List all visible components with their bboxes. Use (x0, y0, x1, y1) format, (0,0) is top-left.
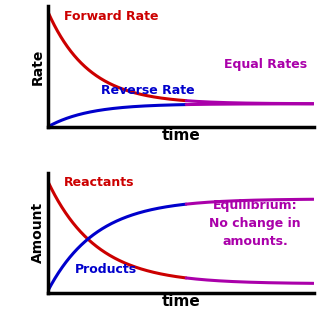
Text: Equilibrium:
No change in
amounts.: Equilibrium: No change in amounts. (209, 198, 301, 248)
X-axis label: time: time (161, 128, 200, 143)
Y-axis label: Amount: Amount (31, 202, 45, 263)
Text: Reverse Rate: Reverse Rate (101, 84, 195, 97)
Text: Reactants: Reactants (64, 176, 134, 189)
Y-axis label: Rate: Rate (31, 48, 45, 85)
Text: Forward Rate: Forward Rate (64, 10, 158, 23)
X-axis label: time: time (161, 294, 200, 309)
Text: Equal Rates: Equal Rates (224, 58, 307, 71)
Text: Products: Products (75, 263, 137, 276)
